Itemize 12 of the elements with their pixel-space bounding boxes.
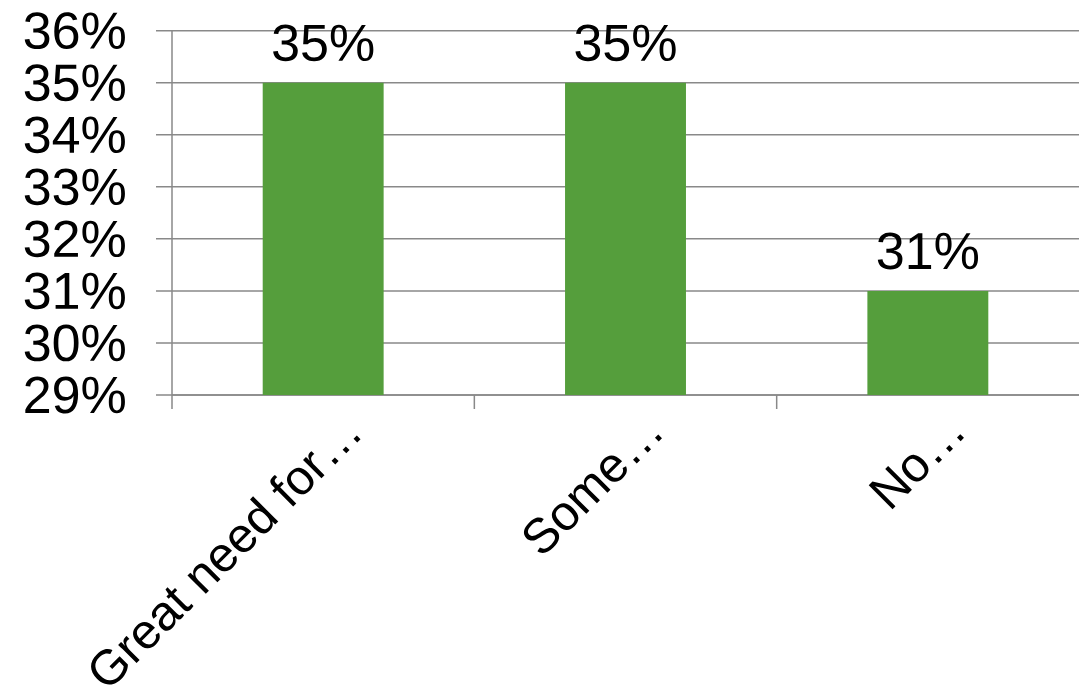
data-label: 35% [575, 24, 676, 62]
data-label: 35% [273, 24, 374, 62]
data-label: 31% [877, 232, 979, 270]
y-tick-label: 34% [24, 116, 125, 154]
y-tick-label: 29% [25, 376, 125, 414]
y-tick-label: 30% [24, 324, 125, 362]
y-tick-label: 33% [24, 168, 125, 206]
y-tick-label: 31% [24, 272, 125, 310]
y-tick-label: 36% [24, 12, 125, 50]
y-tick-label: 35% [24, 64, 125, 102]
y-tick-label: 32% [24, 220, 125, 258]
x-tick-label: No… [868, 434, 964, 510]
